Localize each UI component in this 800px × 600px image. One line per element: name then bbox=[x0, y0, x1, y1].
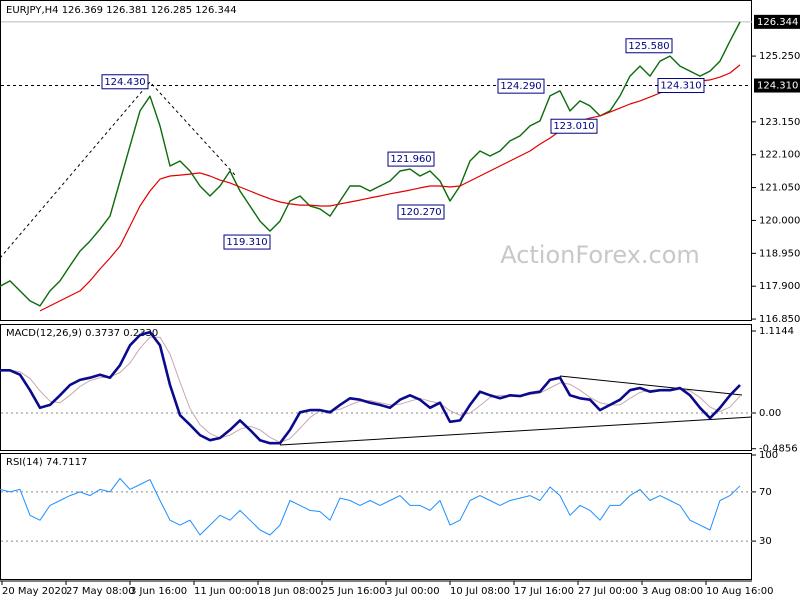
series-line bbox=[0, 477, 741, 536]
rsi-title: RSI(14) 74.7117 bbox=[6, 457, 87, 468]
y-tick-label: 123.150 bbox=[759, 117, 800, 128]
annotation-label: 119.310 bbox=[226, 237, 267, 248]
macd-trendline bbox=[559, 375, 743, 396]
annotation-label: 125.580 bbox=[628, 41, 669, 52]
x-tick-label: 18 Jun 08:00 bbox=[258, 586, 322, 597]
annotation-box bbox=[497, 78, 545, 94]
x-tick-label: 10 Jul 08:00 bbox=[450, 586, 510, 597]
price-box bbox=[754, 14, 800, 29]
price-label: 124.310 bbox=[757, 81, 798, 92]
annotation-box bbox=[397, 204, 445, 220]
x-tick-label: 3 Jun 16:00 bbox=[130, 586, 187, 597]
y-tick-label: 116.850 bbox=[759, 314, 800, 325]
y-tick-label: 1.1144 bbox=[759, 326, 794, 337]
x-tick-label: 3 Aug 08:00 bbox=[642, 586, 703, 597]
y-tick-label: 120.000 bbox=[759, 215, 800, 226]
x-tick-label: 17 Jul 16:00 bbox=[514, 586, 574, 597]
x-tick-label: 3 Jul 00:00 bbox=[386, 586, 440, 597]
rsi-panel bbox=[0, 453, 752, 580]
x-tick-label: 20 May 2020 bbox=[2, 586, 67, 597]
y-tick-label: -0.4856 bbox=[759, 444, 798, 455]
x-tick-label: 11 Jun 00:00 bbox=[194, 586, 258, 597]
macd-trendline bbox=[279, 416, 753, 446]
y-tick-label: 70 bbox=[759, 487, 772, 498]
annotation-box bbox=[625, 38, 673, 54]
series-line bbox=[0, 330, 741, 445]
chart-title: EURJPY,H4 126.369 126.381 126.285 126.34… bbox=[6, 5, 237, 16]
price-panel bbox=[0, 0, 752, 321]
y-tick-label: 100 bbox=[759, 450, 778, 461]
y-tick-label: 125.250 bbox=[759, 51, 800, 62]
annotation-label: 123.010 bbox=[553, 121, 594, 132]
annotation-box bbox=[101, 74, 149, 90]
annotation-box bbox=[387, 151, 435, 167]
series-line bbox=[39, 64, 741, 312]
y-tick-label: 30 bbox=[759, 536, 772, 547]
macd-panel bbox=[0, 324, 752, 451]
annotation-label: 121.960 bbox=[390, 154, 431, 165]
annotation-box bbox=[550, 118, 598, 134]
x-tick-label: 10 Aug 16:00 bbox=[706, 586, 773, 597]
x-tick-label: 27 Jul 00:00 bbox=[578, 586, 638, 597]
last-price-label: 126.344 bbox=[757, 17, 798, 28]
annotation-label: 124.310 bbox=[660, 81, 701, 92]
series-line bbox=[0, 21, 741, 307]
series-line bbox=[0, 336, 741, 443]
macd-title: MACD(12,26,9) 0.3737 0.2330 bbox=[6, 328, 158, 339]
price-box bbox=[754, 78, 800, 93]
annotation-label: 124.430 bbox=[104, 77, 145, 88]
x-tick-label: 25 Jun 16:00 bbox=[322, 586, 386, 597]
x-tick-label: 27 May 08:00 bbox=[66, 586, 135, 597]
y-tick-label: 122.100 bbox=[759, 150, 800, 161]
annotation-label: 124.290 bbox=[500, 81, 541, 92]
y-tick-label: 121.050 bbox=[759, 183, 800, 194]
watermark: ActionForex.com bbox=[500, 241, 700, 269]
y-tick-label: 118.950 bbox=[759, 248, 800, 259]
annotation-box bbox=[657, 78, 705, 94]
y-tick-label: 0.00 bbox=[759, 408, 781, 419]
annotation-box bbox=[223, 234, 271, 250]
annotation-label: 120.270 bbox=[400, 207, 441, 218]
y-tick-label: 117.900 bbox=[759, 281, 800, 292]
